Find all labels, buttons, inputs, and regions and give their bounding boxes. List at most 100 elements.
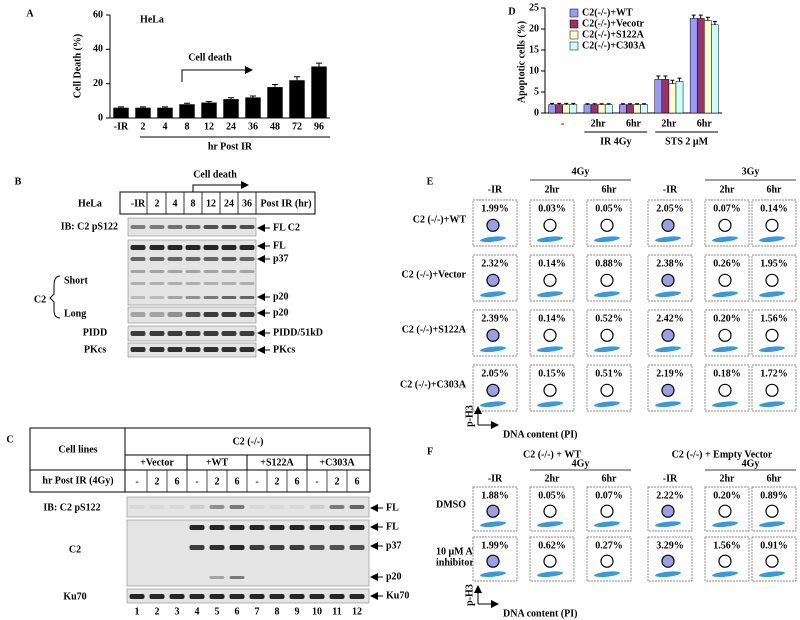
cell-population [537,236,563,243]
percentage: 2.32% [481,258,509,269]
band [239,331,255,336]
bar [179,104,195,118]
band [167,296,183,299]
error-bar [635,103,640,105]
column-label: 2hr [720,184,736,195]
band [149,594,165,599]
cell-population [594,346,620,353]
bar [711,24,719,114]
gate [661,554,675,568]
bar [626,104,634,114]
percentage: 0.20% [713,490,741,501]
percentage: 0.62% [538,540,566,551]
band [229,594,245,599]
band [221,312,237,317]
column-label: -IR [663,184,678,195]
flow-plot [704,536,750,582]
band [349,545,365,550]
lane-time: 2 [155,476,160,487]
band [221,347,237,352]
band [185,225,201,229]
gate [718,554,732,568]
row-label: C2 (-/-)+C303A [400,379,467,390]
cell-population [759,346,785,353]
right-label: p20 [386,571,402,582]
gate [718,218,732,232]
legend-label: C2(-/-)+Vecotr [582,18,645,29]
x-tick-label: 6hr [697,118,713,129]
lane-number: 6 [235,606,240,617]
panel-label: A [26,8,34,19]
bar [661,79,670,114]
bar [668,83,677,114]
band [209,545,225,550]
gate [600,273,614,287]
error-bar [606,103,611,105]
band [185,331,201,336]
group-label: C2 (-/-) + Empty Vector [672,449,773,460]
lane-number: 2 [155,606,160,617]
cell-line: +S122A [260,457,294,468]
cell-population [655,291,681,298]
row-label: C2 (-/-)+S122A [402,324,467,335]
group-label: STS 2 μM [665,136,708,147]
error-bar [656,75,661,80]
percentage: 0.91% [760,540,788,551]
error-bar [316,62,322,67]
band [130,296,146,299]
brace [49,275,61,319]
band [203,245,219,250]
band [309,594,325,599]
gate [543,218,557,232]
error-bar [184,102,190,105]
lane-time: 6 [355,476,360,487]
cell-line: +WT [206,457,229,468]
cell-population [480,346,506,353]
band [329,505,345,509]
cell-population [759,291,785,298]
percentage: 0.07% [713,203,741,214]
bar [267,87,283,118]
column-label: 6hr [602,184,618,195]
panel-label: E [427,176,434,187]
percentage: 1.99% [481,203,509,214]
band [167,245,183,250]
lane-time: - [255,476,258,487]
band [130,257,146,261]
band [221,225,237,229]
panel-label: D [508,6,515,17]
band [269,505,285,509]
lane-label: 4 [173,198,178,209]
annotation-arrow [192,181,249,192]
annotation: Cell death [188,52,232,63]
right-label: Ku70 [386,590,409,601]
error-bar [162,106,168,108]
band [209,525,225,530]
band [289,505,305,509]
band [169,594,185,599]
band [349,594,365,599]
band [130,347,146,352]
gate [543,328,557,342]
x-tick-label: 72 [292,121,302,132]
error-bar [677,77,682,82]
chart-title: HeLa [140,14,164,25]
percentage: 0.14% [538,313,566,324]
panel-label: B [15,176,22,187]
x-tick-label: 2 [141,121,146,132]
band [129,505,145,509]
bar [675,81,684,114]
percentage: 2.42% [656,313,684,324]
percentage: 0.18% [713,368,741,379]
band [203,270,219,273]
band [203,331,219,336]
cell-population [594,236,620,243]
lane-number: 5 [215,606,220,617]
bar [311,66,327,118]
percentage: 0.27% [595,540,623,551]
band [329,525,345,530]
band [169,505,185,509]
panel-label: C [6,434,13,445]
band [221,245,237,250]
